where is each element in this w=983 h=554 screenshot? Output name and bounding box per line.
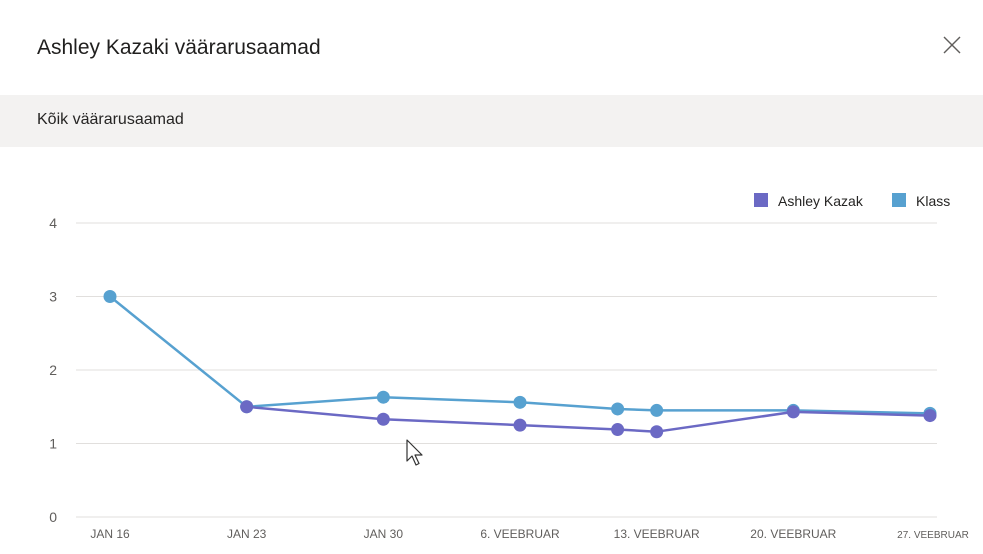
- section-header: Kõik väärarusaamad: [0, 95, 983, 147]
- chart-series: [103, 290, 937, 439]
- y-tick-label: 0: [49, 509, 57, 525]
- legend-label: Ashley Kazak: [778, 193, 864, 209]
- data-point-class: [376, 390, 390, 404]
- legend-swatch: [754, 193, 768, 207]
- legend-swatch: [892, 193, 906, 207]
- chart-gridlines: [76, 222, 937, 518]
- x-tick-label: JAN 30: [364, 527, 404, 541]
- data-point-class: [611, 402, 625, 416]
- x-tick-label: 13. VEEBRUAR: [614, 527, 700, 541]
- series-line-class: [109, 295, 931, 415]
- section-title: Kõik väärarusaamad: [37, 111, 184, 128]
- x-tick-label: JAN 23: [227, 527, 267, 541]
- x-tick-label: JAN 16: [90, 527, 130, 541]
- misconceptions-line-chart: 0 1 2 3 4 JAN 16 JAN 23 JAN 30 6. VEEBRUAR 13. V…: [49, 193, 969, 541]
- data-point-class: [650, 403, 664, 417]
- y-tick-label: 1: [49, 436, 57, 452]
- x-axis-ticks: JAN 16 JAN 23 JAN 30 6. VEEBRUAR 13. VEEBRUA…: [90, 527, 969, 541]
- x-tick-label: 6. VEEBRUAR: [480, 527, 560, 541]
- close-button[interactable]: [937, 30, 967, 60]
- data-point-student: [376, 412, 390, 426]
- chart-legend: Ashley Kazak Klass: [754, 193, 950, 209]
- x-tick-label: 27. VEEBRUAR: [897, 530, 969, 541]
- mouse-cursor-icon: [406, 439, 423, 466]
- data-point-student: [513, 418, 527, 432]
- dialog-title: Ashley Kazaki väärarusaamad: [37, 36, 321, 59]
- y-tick-label: 4: [49, 215, 57, 231]
- data-point-class: [103, 290, 117, 303]
- data-point-student: [786, 405, 800, 419]
- data-point-student: [240, 400, 254, 414]
- data-point-student: [611, 423, 625, 437]
- legend-label: Klass: [916, 193, 950, 209]
- y-axis-ticks: 0 1 2 3 4: [49, 215, 57, 525]
- data-point-student: [650, 425, 664, 439]
- x-tick-label: 20. VEEBRUAR: [750, 527, 836, 541]
- close-icon: [943, 36, 961, 54]
- y-tick-label: 3: [49, 289, 57, 305]
- y-tick-label: 2: [49, 362, 57, 378]
- data-point-student: [923, 409, 937, 423]
- data-point-class: [513, 395, 527, 409]
